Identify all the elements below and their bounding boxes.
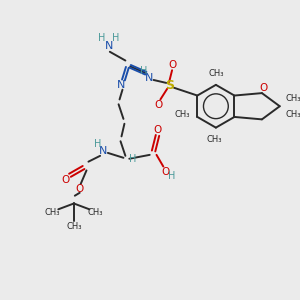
Text: CH₃: CH₃ bbox=[208, 69, 224, 78]
Text: O: O bbox=[168, 60, 176, 70]
Text: O: O bbox=[154, 100, 163, 110]
Text: O: O bbox=[61, 175, 69, 185]
Text: CH₃: CH₃ bbox=[286, 94, 300, 103]
Text: CH₃: CH₃ bbox=[88, 208, 103, 217]
Text: CH₃: CH₃ bbox=[206, 135, 222, 144]
Text: N: N bbox=[99, 146, 107, 156]
Text: H: H bbox=[112, 33, 119, 43]
Text: H: H bbox=[98, 33, 106, 43]
Text: N: N bbox=[145, 73, 153, 83]
Text: O: O bbox=[76, 184, 84, 194]
Text: O: O bbox=[153, 124, 162, 135]
Text: O: O bbox=[161, 167, 170, 177]
Text: CH₃: CH₃ bbox=[66, 222, 82, 231]
Text: H: H bbox=[128, 154, 136, 164]
Text: H: H bbox=[168, 171, 176, 181]
Text: N: N bbox=[117, 80, 126, 90]
Text: O: O bbox=[260, 83, 268, 93]
Text: CH₃: CH₃ bbox=[45, 208, 60, 217]
Text: CH₃: CH₃ bbox=[174, 110, 190, 119]
Text: S: S bbox=[166, 79, 175, 92]
Text: H: H bbox=[94, 139, 102, 149]
Text: H: H bbox=[140, 66, 148, 76]
Text: N: N bbox=[105, 41, 113, 51]
Text: CH₃: CH₃ bbox=[286, 110, 300, 118]
